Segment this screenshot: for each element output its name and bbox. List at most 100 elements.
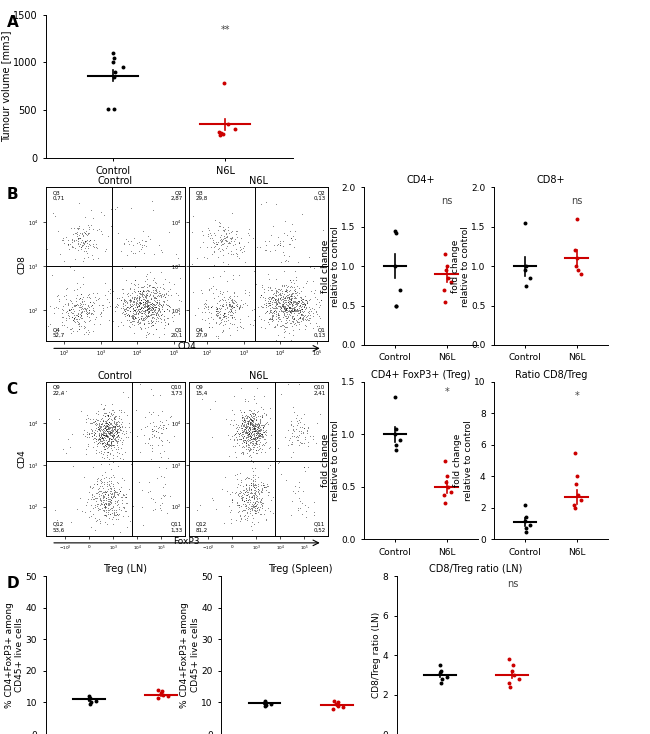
Point [303, 306, 313, 318]
Point [295, 291, 306, 303]
Point [149, 291, 159, 303]
Point [250, 418, 260, 430]
Point [213, 330, 223, 342]
Point [93, 437, 103, 448]
Point [231, 299, 242, 311]
Point [249, 426, 259, 437]
Point [101, 446, 112, 457]
Point [261, 699, 271, 711]
Point [224, 306, 235, 318]
Point [102, 417, 112, 429]
Point [280, 293, 291, 305]
Point [289, 304, 299, 316]
Point [246, 524, 257, 536]
Point [233, 478, 243, 490]
Point [146, 293, 156, 305]
Point [247, 418, 257, 430]
Point [240, 487, 250, 498]
Point [253, 483, 263, 495]
Point [164, 411, 175, 423]
Point [155, 470, 166, 482]
Point [136, 314, 147, 326]
Point [265, 281, 276, 293]
Point [297, 300, 307, 312]
Point [163, 286, 174, 297]
Point [220, 471, 230, 483]
Point [210, 214, 220, 226]
Point [109, 517, 119, 529]
Point [287, 437, 298, 448]
Point [99, 501, 109, 513]
Point [225, 298, 235, 310]
Point [139, 298, 150, 310]
Point [89, 479, 99, 490]
Point [286, 288, 296, 299]
Point [129, 319, 139, 331]
Point [294, 378, 304, 390]
Point [94, 490, 105, 501]
Point [91, 430, 101, 442]
Point [148, 299, 159, 310]
Point [148, 315, 158, 327]
Point [135, 307, 146, 319]
Point [240, 427, 250, 439]
Point [254, 427, 265, 439]
Point [439, 497, 450, 509]
Point [103, 438, 114, 450]
Point [152, 290, 162, 302]
Point [153, 331, 164, 343]
Point [124, 321, 134, 333]
Point [101, 429, 112, 441]
Point [109, 413, 120, 424]
Point [80, 298, 90, 310]
Point [286, 280, 296, 292]
Point [98, 490, 109, 502]
Point [395, 434, 405, 446]
Point [152, 294, 162, 306]
Point [108, 407, 118, 419]
Point [106, 494, 116, 506]
Point [57, 311, 67, 323]
Point [281, 285, 291, 297]
Point [242, 435, 253, 446]
Point [173, 252, 183, 264]
Point [140, 294, 150, 306]
Point [303, 309, 313, 321]
Point [259, 481, 269, 493]
Point [276, 388, 286, 400]
Point [249, 504, 259, 515]
Point [111, 428, 121, 440]
Point [209, 240, 220, 252]
Point [83, 299, 93, 311]
Point [63, 239, 73, 250]
Point [162, 418, 173, 430]
Point [94, 428, 105, 440]
Point [145, 289, 155, 301]
Point [281, 313, 291, 324]
Point [241, 418, 252, 430]
Point [101, 429, 111, 440]
Point [254, 417, 264, 429]
Point [104, 495, 114, 506]
Text: Q11
0,52: Q11 0,52 [313, 522, 326, 533]
Point [280, 294, 291, 306]
Point [250, 496, 260, 508]
Point [242, 412, 253, 424]
Point [102, 436, 112, 448]
Point [219, 308, 229, 320]
Point [85, 417, 96, 429]
Point [96, 473, 106, 485]
Point [138, 299, 149, 310]
Text: ns: ns [506, 579, 518, 589]
Point [100, 277, 110, 288]
Point [254, 440, 264, 451]
Point [268, 309, 278, 321]
Point [298, 313, 308, 325]
Point [279, 302, 289, 314]
Point [242, 433, 253, 445]
Point [247, 424, 257, 435]
Point [148, 493, 158, 505]
Point [252, 435, 263, 447]
Point [74, 220, 85, 232]
Point [79, 245, 89, 257]
